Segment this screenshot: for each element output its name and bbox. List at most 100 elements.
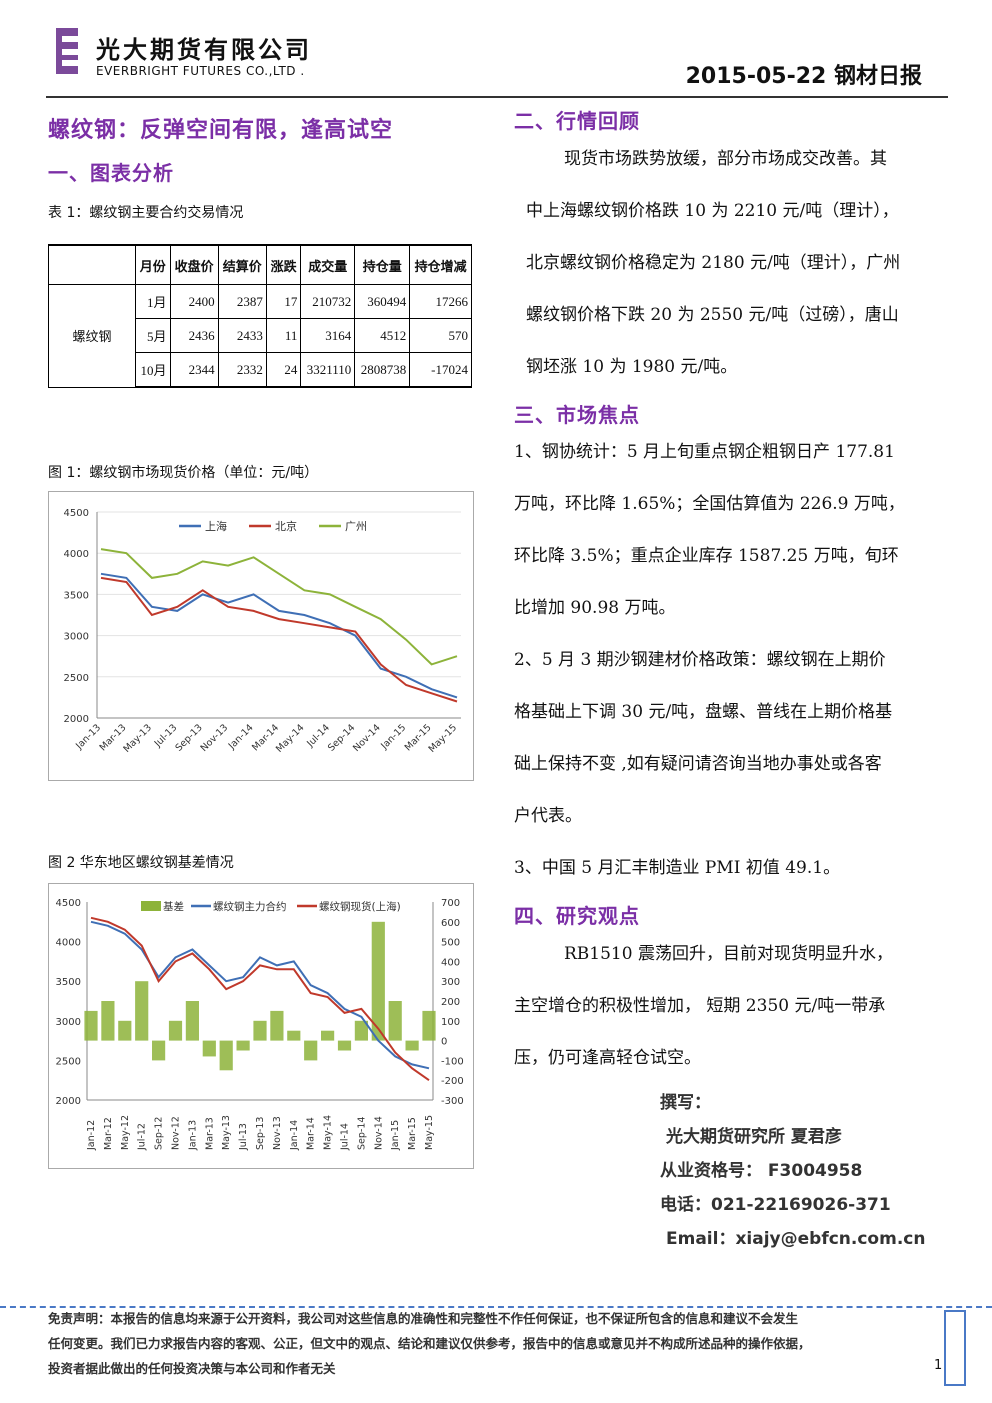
section-market-focus: 三、市场焦点 — [514, 403, 640, 427]
x-tick-label: Nov-14 — [351, 722, 383, 754]
legend-label: 北京 — [275, 519, 297, 533]
series-line-北京 — [100, 576, 458, 703]
view-line: 主空增仓的积极性增加， 短期 2350 元/吨一带承 — [514, 996, 886, 1016]
y-left-tick-label: 2000 — [56, 1096, 81, 1107]
basis-bar — [219, 1040, 233, 1071]
table-header: 月份 — [135, 244, 171, 285]
y-right-tick-label: 300 — [441, 977, 460, 988]
x-tick-label: Jul-12 — [137, 1123, 148, 1151]
x-tick-label: Mar-14 — [306, 1117, 317, 1150]
view-line: 压，仍可逢高轻仓试空。 — [514, 1048, 701, 1068]
y-right-tick-label: 500 — [441, 938, 460, 949]
table-header: 涨跌 — [265, 244, 302, 285]
y-right-tick-label: 200 — [441, 997, 460, 1008]
basis-chart-svg: 4500400035003000250020007006005004003002… — [56, 898, 464, 1151]
footer-page-frame — [944, 1310, 966, 1386]
table-cell: 24 — [265, 352, 302, 388]
basis-bar — [135, 981, 149, 1041]
basis-bar — [304, 1040, 318, 1061]
market-focus-text: 1、钢协统计：5 月上旬重点钢企粗钢日产 177.81 万吨，环比降 1.65%… — [514, 426, 954, 894]
focus-line: 础上保持不变 ,如有疑问请咨询当地办事处或各客 — [514, 754, 882, 774]
table-cell: 2436 — [169, 318, 219, 353]
disclaimer: 免责声明：本报告的信息均来源于公开资料，我公司对这些信息的准确性和完整性不作任何… — [48, 1306, 944, 1381]
page-number: 1 — [934, 1358, 943, 1373]
author-license: 从业资格号： F3004958 — [660, 1161, 863, 1181]
basis-bar — [405, 1040, 419, 1051]
review-line: 北京螺纹钢价格稳定为 2180 元/吨（理计），广州 — [526, 253, 901, 273]
table-corner — [48, 244, 136, 285]
basis-bar — [371, 921, 385, 1041]
x-tick-label: May-13 — [221, 1115, 232, 1150]
table-cell: 1月 — [135, 284, 171, 319]
section-chart-analysis: 一、图表分析 — [48, 161, 174, 185]
x-tick-label: May-12 — [120, 1115, 131, 1150]
x-tick-label: Sep-12 — [154, 1117, 165, 1150]
x-tick-label: May-15 — [424, 1115, 435, 1150]
series-line-上海 — [100, 572, 458, 699]
y-left-tick-label: 2500 — [56, 1056, 81, 1067]
x-tick-label: Sep-13 — [255, 1117, 266, 1150]
x-tick-label: Jul-13 — [238, 1123, 249, 1151]
company-name-en: EVERBRIGHT FUTURES CO.,LTD . — [96, 64, 305, 78]
table-cell: 17 — [265, 284, 302, 319]
legend-swatch — [141, 901, 161, 911]
x-tick-label: Nov-13 — [199, 722, 231, 754]
legend-label: 螺纹钢主力合约 — [213, 900, 287, 913]
series-line-广州 — [100, 548, 458, 666]
x-tick-label: Jan-15 — [390, 1120, 401, 1151]
x-tick-label: Jan-14 — [289, 1120, 300, 1151]
headline: 螺纹钢：反弹空间有限，逢高试空 — [48, 118, 394, 143]
author-name: 光大期货研究所 夏君彦 — [666, 1127, 842, 1147]
figure2-caption: 图 2 华东地区螺纹钢基差情况 — [48, 855, 234, 871]
table-cell: 17266 — [409, 284, 472, 319]
x-tick-label: Nov-13 — [272, 1116, 283, 1150]
focus-line: 户代表。 — [514, 806, 582, 826]
table-cell: 570 — [409, 318, 472, 353]
x-tick-label: Mar-13 — [204, 1117, 215, 1150]
table-header: 持仓增减 — [409, 244, 472, 285]
basis-bar — [270, 1010, 284, 1041]
author-phone: 电话：021-22169026-371 — [660, 1195, 891, 1215]
x-tick-label: May-15 — [427, 722, 460, 755]
product-cell: 螺纹钢 — [48, 284, 136, 388]
view-line: RB1510 震荡回升，目前对现货明显升水， — [564, 944, 893, 964]
y-right-tick-label: 100 — [441, 1017, 460, 1028]
table-cell: 11 — [265, 318, 302, 353]
basis-bar — [236, 1040, 250, 1051]
table-cell: -17024 — [409, 352, 472, 388]
table-cell: 210732 — [300, 284, 356, 319]
section-research-view: 四、研究观点 — [514, 904, 640, 928]
x-tick-label: Jan-12 — [86, 1120, 97, 1151]
company-name-cn: 光大期货有限公司 — [96, 36, 312, 64]
y-left-tick-label: 3500 — [56, 977, 81, 988]
basis-bar — [253, 1020, 267, 1041]
y-tick-label: 3000 — [64, 632, 89, 643]
basis-bar — [101, 1001, 115, 1041]
author-email[interactable]: Email：xiajy@ebfcn.com.cn — [666, 1229, 926, 1249]
basis-bar — [354, 1020, 368, 1041]
y-right-tick-label: -300 — [441, 1096, 464, 1107]
table-cell: 360494 — [354, 284, 411, 319]
x-tick-label: Jul-14 — [340, 1123, 351, 1151]
basis-bar — [422, 1010, 436, 1041]
table-cell: 4512 — [354, 318, 411, 353]
y-right-tick-label: 700 — [441, 898, 460, 909]
x-tick-label: Mar-12 — [103, 1117, 114, 1150]
table-cell: 10月 — [135, 352, 171, 388]
author-label: 撰写： — [660, 1093, 711, 1113]
y-tick-label: 4500 — [64, 508, 89, 519]
focus-line: 万吨，环比降 1.65%；全国估算值为 226.9 万吨， — [514, 494, 905, 514]
legend-label: 螺纹钢现货(上海) — [319, 900, 401, 913]
x-tick-label: Jan-13 — [187, 1120, 198, 1151]
basis-bar — [185, 1001, 199, 1041]
series-line-螺纹钢现货(上海) — [90, 916, 430, 1082]
focus-line: 2、5 月 3 期沙钢建材价格政策：螺纹钢在上期价 — [514, 650, 886, 670]
table-cell: 3164 — [300, 318, 356, 353]
spot-price-chart-svg: 450040003500300025002000Jan-13Mar-13May-… — [64, 508, 461, 755]
spot-price-chart: 4500 4000 3500 3000 2500 2000 Jan-13 Mar-13 May-… — [48, 491, 474, 781]
y-left-tick-label: 4500 — [56, 898, 81, 909]
y-right-tick-label: 0 — [441, 1037, 447, 1048]
legend-label: 上海 — [205, 519, 227, 533]
footer-divider — [0, 1306, 992, 1308]
focus-line: 格基础上下调 30 元/吨，盘螺、普线在上期价格基 — [514, 702, 893, 722]
